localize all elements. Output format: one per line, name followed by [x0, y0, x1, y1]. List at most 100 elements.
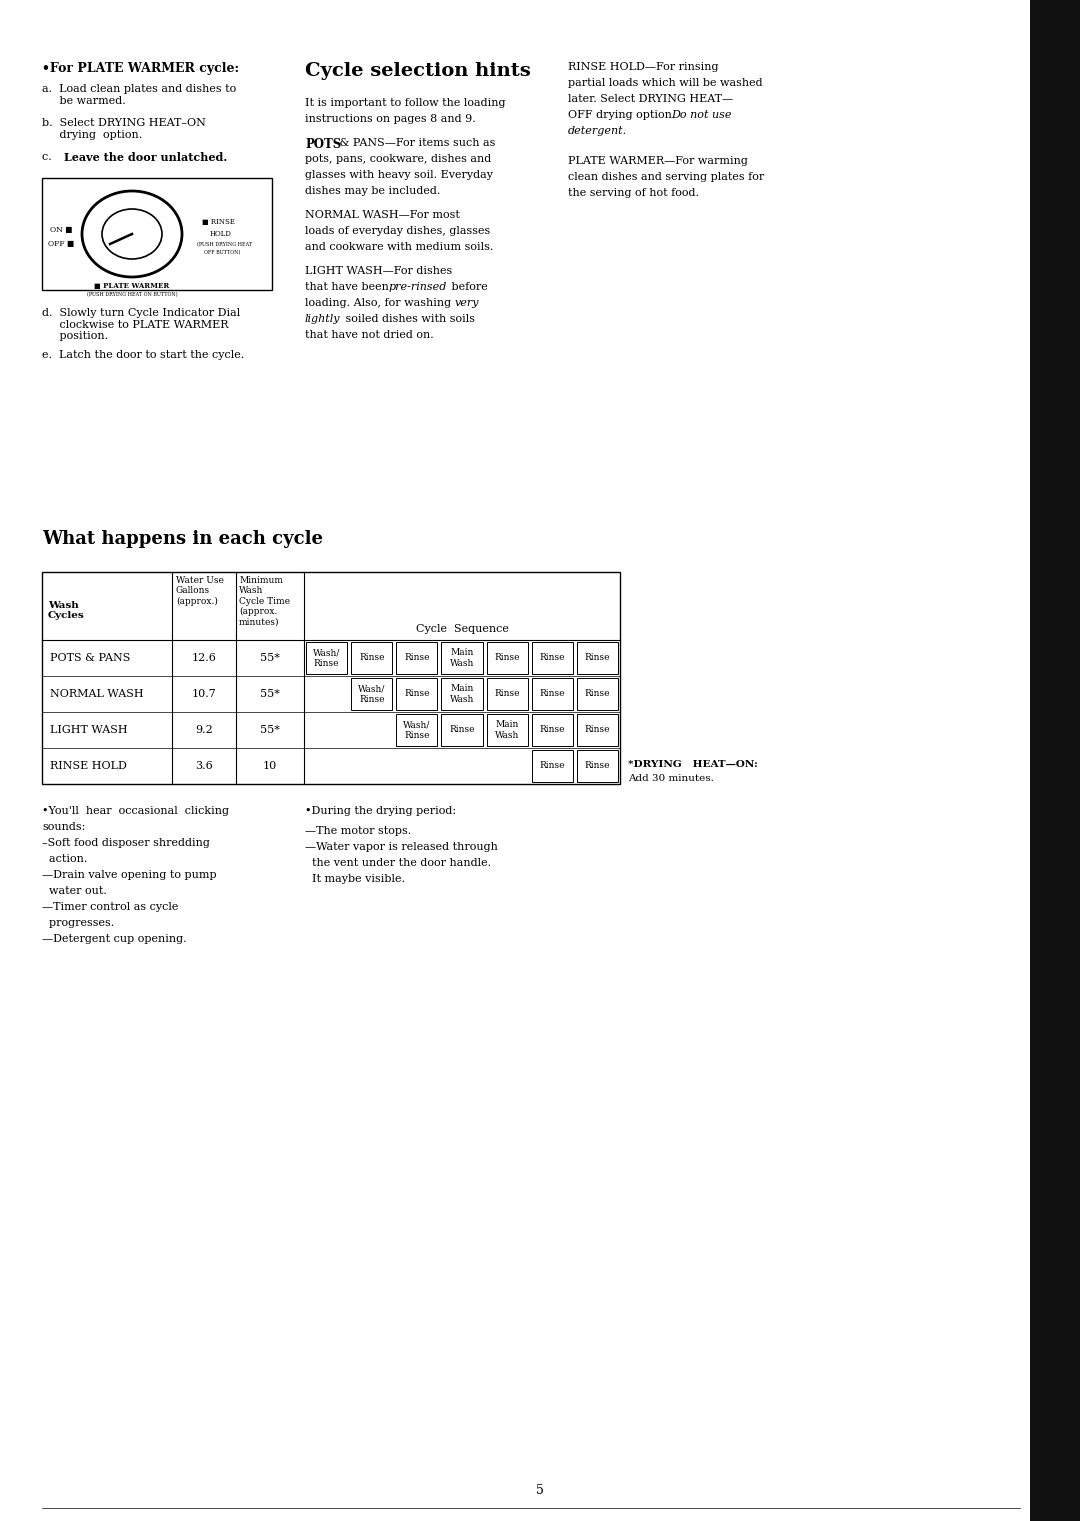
Text: Wash/
Rinse: Wash/ Rinse: [313, 648, 340, 668]
Text: 55*: 55*: [260, 726, 280, 735]
Text: c.: c.: [42, 152, 58, 163]
Text: pots, pans, cookware, dishes and: pots, pans, cookware, dishes and: [305, 154, 491, 164]
Text: Rinse: Rinse: [584, 689, 610, 698]
Text: POTS: POTS: [305, 138, 341, 151]
Text: Minimum
Wash
Cycle Time
(approx.
minutes): Minimum Wash Cycle Time (approx. minutes…: [239, 576, 291, 627]
Bar: [577, 713, 618, 745]
Text: —Drain valve opening to pump: —Drain valve opening to pump: [42, 870, 217, 881]
Text: Wash
Cycles: Wash Cycles: [48, 601, 84, 621]
Text: 5: 5: [536, 1483, 544, 1497]
Text: 55*: 55*: [260, 689, 280, 700]
Text: loads of everyday dishes, glasses: loads of everyday dishes, glasses: [305, 227, 490, 236]
Text: –Soft food disposer shredding: –Soft food disposer shredding: [42, 838, 210, 849]
Text: before: before: [448, 281, 488, 292]
Text: action.: action.: [42, 853, 87, 864]
Bar: [42, 572, 620, 783]
Text: a.  Load clean plates and dishes to
     be warmed.: a. Load clean plates and dishes to be wa…: [42, 84, 237, 105]
Text: *DRYING   HEAT—ON:: *DRYING HEAT—ON:: [627, 760, 758, 770]
Text: Rinse: Rinse: [495, 654, 519, 663]
Text: loading. Also, for washing: loading. Also, for washing: [305, 298, 455, 307]
Ellipse shape: [102, 208, 162, 259]
Text: the serving of hot food.: the serving of hot food.: [568, 189, 699, 198]
Text: OFF drying option.: OFF drying option.: [568, 110, 679, 120]
Bar: [396, 713, 437, 745]
Text: Main
Wash: Main Wash: [449, 684, 474, 704]
Text: later. Select DRYING HEAT—: later. Select DRYING HEAT—: [568, 94, 733, 103]
Text: Leave the door unlatched.: Leave the door unlatched.: [64, 152, 227, 163]
Text: HOLD: HOLD: [210, 230, 232, 237]
Text: LIGHT WASH: LIGHT WASH: [50, 726, 127, 735]
Text: 10.7: 10.7: [191, 689, 216, 700]
Text: Rinse: Rinse: [584, 762, 610, 771]
Text: POTS & PANS: POTS & PANS: [50, 653, 131, 663]
Bar: [306, 642, 347, 674]
Bar: [487, 678, 528, 710]
Text: Main
Wash: Main Wash: [449, 648, 474, 668]
Text: Rinse: Rinse: [359, 654, 384, 663]
Bar: [577, 678, 618, 710]
Text: RINSE HOLD—For rinsing: RINSE HOLD—For rinsing: [568, 62, 718, 71]
Text: It maybe visible.: It maybe visible.: [305, 875, 405, 884]
Text: Water Use
Gallons
(approx.): Water Use Gallons (approx.): [176, 576, 224, 605]
Bar: [531, 750, 572, 782]
Text: (PUSH DRYING HEAT ON BUTTON): (PUSH DRYING HEAT ON BUTTON): [86, 292, 177, 297]
Text: —Timer control as cycle: —Timer control as cycle: [42, 902, 178, 913]
Text: Add 30 minutes.: Add 30 minutes.: [627, 774, 714, 783]
Text: ■ PLATE WARMER: ■ PLATE WARMER: [94, 281, 170, 291]
Ellipse shape: [82, 192, 183, 277]
Text: Rinse: Rinse: [540, 762, 565, 771]
Text: progresses.: progresses.: [42, 919, 114, 928]
Bar: [442, 713, 483, 745]
Text: partial loads which will be washed: partial loads which will be washed: [568, 78, 762, 88]
Text: and cookware with medium soils.: and cookware with medium soils.: [305, 242, 494, 252]
Bar: [487, 713, 528, 745]
Text: Rinse: Rinse: [540, 654, 565, 663]
Text: Cycle selection hints: Cycle selection hints: [305, 62, 530, 81]
Bar: [351, 678, 392, 710]
Bar: [531, 713, 572, 745]
Bar: [487, 642, 528, 674]
Text: LIGHT WASH—For dishes: LIGHT WASH—For dishes: [305, 266, 453, 275]
Bar: [1030, 0, 1080, 1521]
Text: ON ■: ON ■: [50, 227, 72, 234]
Text: soiled dishes with soils: soiled dishes with soils: [342, 313, 475, 324]
Text: OFF BUTTON): OFF BUTTON): [204, 249, 241, 256]
Text: detergent.: detergent.: [568, 126, 627, 135]
Text: •You'll  hear  occasional  clicking: •You'll hear occasional clicking: [42, 806, 229, 815]
Text: Rinse: Rinse: [495, 689, 519, 698]
Text: Rinse: Rinse: [404, 689, 430, 698]
Bar: [577, 750, 618, 782]
Text: very: very: [455, 298, 480, 307]
Text: water out.: water out.: [42, 887, 107, 896]
Text: ■ RINSE: ■ RINSE: [202, 218, 234, 227]
Text: It is important to follow the loading: It is important to follow the loading: [305, 97, 505, 108]
Text: Wash/
Rinse: Wash/ Rinse: [359, 684, 386, 704]
Bar: [442, 642, 483, 674]
Text: PLATE WARMER—For warming: PLATE WARMER—For warming: [568, 157, 747, 166]
Text: NORMAL WASH: NORMAL WASH: [50, 689, 144, 700]
Text: Rinse: Rinse: [584, 654, 610, 663]
Text: —Detergent cup opening.: —Detergent cup opening.: [42, 934, 187, 945]
Text: d.  Slowly turn Cycle Indicator Dial
     clockwise to PLATE WARMER
     positio: d. Slowly turn Cycle Indicator Dial cloc…: [42, 307, 240, 341]
Text: Rinse: Rinse: [540, 726, 565, 735]
Bar: [531, 642, 572, 674]
Text: —The motor stops.: —The motor stops.: [305, 826, 411, 837]
Text: clean dishes and serving plates for: clean dishes and serving plates for: [568, 172, 765, 183]
Text: What happens in each cycle: What happens in each cycle: [42, 529, 323, 548]
Bar: [577, 642, 618, 674]
Text: pre-rinsed: pre-rinsed: [389, 281, 447, 292]
Text: Rinse: Rinse: [540, 689, 565, 698]
Text: •For PLATE WARMER cycle:: •For PLATE WARMER cycle:: [42, 62, 239, 75]
Text: Rinse: Rinse: [404, 654, 430, 663]
Text: e.  Latch the door to start the cycle.: e. Latch the door to start the cycle.: [42, 350, 244, 360]
Text: glasses with heavy soil. Everyday: glasses with heavy soil. Everyday: [305, 170, 492, 179]
Text: Do not use: Do not use: [671, 110, 731, 120]
Bar: [42, 178, 272, 291]
Text: 55*: 55*: [260, 653, 280, 663]
Bar: [351, 642, 392, 674]
Text: Wash/
Rinse: Wash/ Rinse: [403, 721, 431, 739]
Text: 3.6: 3.6: [195, 760, 213, 771]
Bar: [396, 642, 437, 674]
Text: —Water vapor is released through: —Water vapor is released through: [305, 843, 498, 852]
Bar: [442, 678, 483, 710]
